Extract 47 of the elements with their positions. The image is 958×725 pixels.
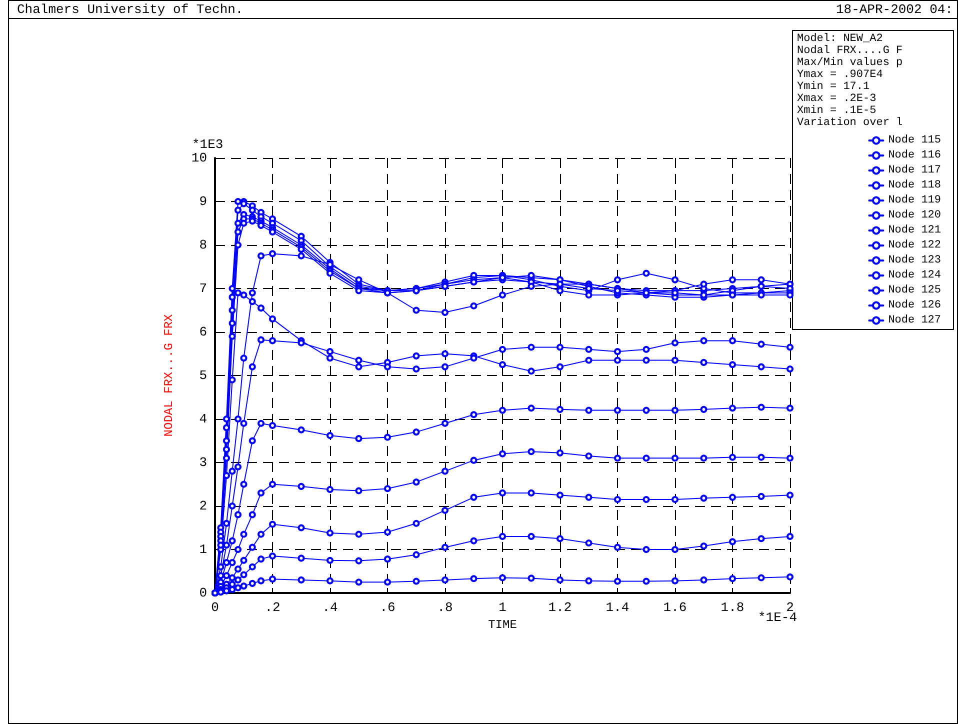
y-tick-label: 2 — [199, 498, 207, 514]
y-tick-label: 10 — [191, 150, 207, 166]
x-tick-label: 1.2 — [548, 600, 572, 615]
legend-label: Node 125 — [888, 284, 942, 296]
legend-label: Node 116 — [888, 150, 942, 162]
y-tick-label: 0 — [199, 586, 207, 600]
text: Ymax = .907E4 — [797, 69, 884, 81]
legend-label: Node 124 — [888, 270, 942, 282]
x-tick-label: .2 — [264, 600, 280, 615]
x-tick-label: .8 — [437, 600, 453, 615]
legend-label: Node 127 — [888, 314, 942, 326]
legend-label: Node 126 — [888, 300, 942, 312]
legend-label: Node 119 — [888, 194, 942, 206]
y-tick-label: 8 — [199, 238, 207, 252]
x-tick-label: .6 — [380, 600, 396, 615]
text: Model: NEW_A2 — [797, 33, 884, 45]
legend-label: Node 121 — [888, 224, 942, 236]
y-tick-label: 1 — [199, 542, 208, 557]
legend-label: Node 115 — [888, 134, 942, 146]
text: *1E3 — [192, 137, 224, 152]
chart-title: Chalmers University of Techn. — [17, 1, 244, 18]
legend-label: Node 122 — [888, 240, 942, 252]
x-tick-label: 1.6 — [663, 600, 687, 615]
text: Max/Min values p — [797, 57, 904, 69]
y-axis-title: NODAL FRX...G FRX — [162, 314, 176, 437]
y-tick-label: 9 — [199, 194, 207, 209]
text: 18-APR-2002 04: — [836, 1, 953, 18]
legend-label: Node 120 — [888, 210, 942, 222]
y-tick-label: 6 — [199, 324, 207, 340]
legend-label: Node 123 — [888, 254, 942, 266]
text: Nodal FRX....G F — [797, 45, 904, 57]
y-tick-label: 5 — [199, 368, 207, 383]
legend-label: Node 117 — [888, 164, 942, 176]
x-tick-label: 0 — [211, 600, 219, 615]
text: Xmin = .1E-5 — [797, 105, 878, 117]
x-tick-label: 1.4 — [606, 600, 630, 615]
text: Xmax = .2E-3 — [797, 93, 878, 105]
y-tick-label: 4 — [199, 412, 208, 426]
x-axis-title: TIME — [488, 618, 517, 632]
x-tick-label: 1.8 — [720, 600, 744, 615]
x-tick-label: 1 — [498, 600, 507, 615]
text: Ymin = 17.1 — [797, 81, 871, 93]
text: Variation over l — [797, 117, 904, 129]
legend-label: Node 118 — [888, 180, 942, 192]
x-tick-label: .4 — [322, 600, 338, 615]
y-tick-label: 7 — [199, 281, 207, 296]
y-tick-label: 3 — [199, 455, 207, 470]
